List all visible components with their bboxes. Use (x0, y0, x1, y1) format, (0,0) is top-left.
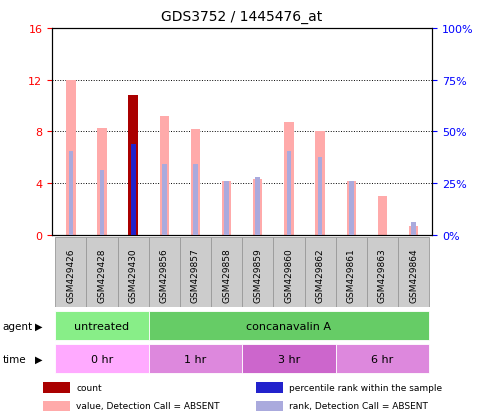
Bar (98, 128, 107, 235)
Bar (256, 382, 284, 392)
Text: time: time (2, 354, 26, 364)
Text: ▶: ▶ (35, 354, 43, 364)
Bar (273, 237, 305, 308)
Bar (99, 171, 104, 235)
Bar (256, 178, 260, 235)
Bar (149, 237, 180, 308)
Text: GDS3752 / 1445476_at: GDS3752 / 1445476_at (161, 10, 322, 24)
Text: untreated: untreated (74, 321, 129, 331)
Bar (242, 237, 273, 308)
Bar (318, 158, 323, 235)
Text: 0 hr: 0 hr (91, 354, 113, 364)
Text: GSM429856: GSM429856 (160, 248, 169, 303)
Bar (224, 181, 229, 235)
Bar (349, 181, 354, 235)
Bar (347, 181, 356, 235)
Bar (409, 226, 418, 235)
Text: GSM429428: GSM429428 (98, 248, 107, 302)
Bar (222, 181, 231, 235)
Text: GSM429861: GSM429861 (347, 248, 356, 303)
Text: agent: agent (2, 321, 32, 331)
Bar (180, 237, 211, 308)
Text: value, Detection Call = ABSENT: value, Detection Call = ABSENT (76, 401, 220, 411)
Text: GSM429426: GSM429426 (66, 248, 75, 302)
Text: GSM429864: GSM429864 (409, 248, 418, 302)
Bar (253, 180, 262, 235)
Bar (256, 401, 284, 411)
Bar (86, 237, 117, 308)
Text: GSM429862: GSM429862 (315, 248, 325, 302)
Text: GSM429430: GSM429430 (128, 248, 138, 302)
Text: GSM429858: GSM429858 (222, 248, 231, 303)
Bar (55, 237, 86, 308)
Text: GSM429860: GSM429860 (284, 248, 294, 303)
Bar (305, 237, 336, 308)
Bar (149, 311, 429, 340)
Bar (286, 152, 291, 235)
Bar (336, 344, 429, 373)
Text: GSM429857: GSM429857 (191, 248, 200, 303)
Bar (378, 197, 387, 235)
Bar (43, 401, 71, 411)
Bar (128, 96, 138, 235)
Text: concanavalin A: concanavalin A (246, 321, 331, 331)
Bar (191, 130, 200, 235)
Bar (193, 164, 198, 235)
Bar (66, 81, 75, 235)
Bar (367, 237, 398, 308)
Text: 6 hr: 6 hr (371, 354, 394, 364)
Bar (55, 311, 149, 340)
Text: count: count (76, 383, 102, 392)
Bar (160, 116, 169, 235)
Text: 1 hr: 1 hr (185, 354, 207, 364)
Bar (336, 237, 367, 308)
Text: ▶: ▶ (35, 321, 43, 331)
Bar (211, 237, 242, 308)
Bar (117, 237, 149, 308)
Text: percentile rank within the sample: percentile rank within the sample (289, 383, 442, 392)
Bar (315, 132, 325, 235)
Text: 3 hr: 3 hr (278, 354, 300, 364)
Bar (284, 123, 294, 235)
Bar (398, 237, 429, 308)
Bar (43, 382, 71, 392)
Bar (242, 344, 336, 373)
Bar (162, 164, 167, 235)
Bar (131, 145, 136, 235)
Text: GSM429863: GSM429863 (378, 248, 387, 303)
Bar (55, 344, 149, 373)
Text: GSM429859: GSM429859 (253, 248, 262, 303)
Bar (69, 152, 73, 235)
Bar (149, 344, 242, 373)
Bar (411, 222, 416, 235)
Text: rank, Detection Call = ABSENT: rank, Detection Call = ABSENT (289, 401, 428, 411)
